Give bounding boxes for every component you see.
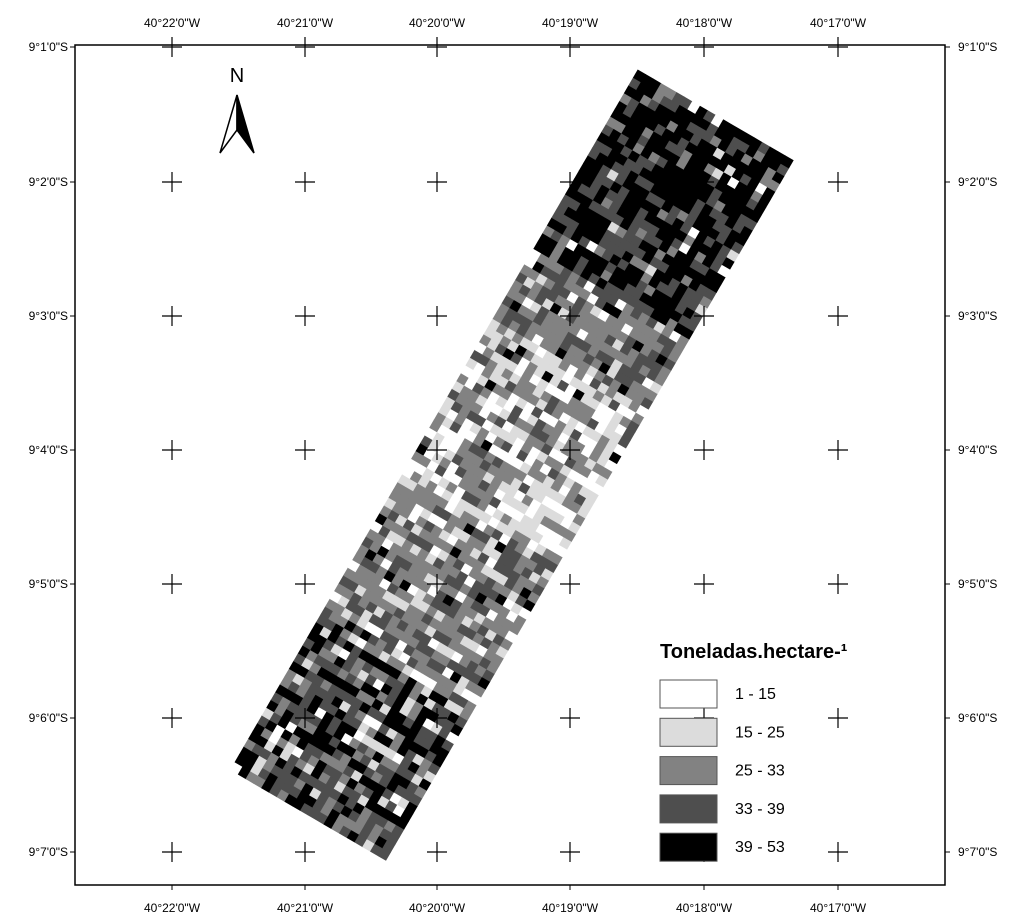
latitude-label-right: 9°4'0"S: [958, 443, 997, 457]
latitude-label-left: 9°3'0"S: [29, 309, 68, 323]
legend-label: 39 - 53: [735, 839, 785, 856]
legend-label: 33 - 39: [735, 801, 785, 818]
legend-label: 1 - 15: [735, 686, 776, 703]
legend-swatch: [660, 680, 717, 708]
latitude-label-left: 9°7'0"S: [29, 845, 68, 859]
latitude-label-right: 9°3'0"S: [958, 309, 997, 323]
longitude-label-bottom: 40°22'0"W: [144, 901, 201, 915]
longitude-label-top: 40°17'0"W: [810, 16, 867, 30]
longitude-label-top: 40°22'0"W: [144, 16, 201, 30]
longitude-label-bottom: 40°21'0"W: [277, 901, 334, 915]
latitude-label-left: 9°2'0"S: [29, 175, 68, 189]
longitude-label-bottom: 40°18'0"W: [676, 901, 733, 915]
longitude-label-top: 40°20'0"W: [409, 16, 466, 30]
legend-swatch: [660, 718, 717, 746]
latitude-label-left: 9°4'0"S: [29, 443, 68, 457]
latitude-label-left: 9°5'0"S: [29, 577, 68, 591]
latitude-label-right: 9°7'0"S: [958, 845, 997, 859]
longitude-label-bottom: 40°17'0"W: [810, 901, 867, 915]
latitude-label-right: 9°2'0"S: [958, 175, 997, 189]
legend-swatch: [660, 757, 717, 785]
latitude-label-right: 9°6'0"S: [958, 711, 997, 725]
longitude-label-bottom: 40°20'0"W: [409, 901, 466, 915]
legend-label: 15 - 25: [735, 724, 785, 741]
latitude-label-left: 9°1'0"S: [29, 40, 68, 54]
longitude-label-top: 40°19'0"W: [542, 16, 599, 30]
legend-label: 25 - 33: [735, 763, 785, 780]
latitude-label-right: 9°1'0"S: [958, 40, 997, 54]
longitude-label-top: 40°18'0"W: [676, 16, 733, 30]
map-page: 40°22'0"W 40°22'0"W 40°21'0"W 40°21'0"W 40°2…: [0, 0, 1013, 917]
north-label: N: [230, 65, 244, 87]
legend-title: Toneladas.hectare-¹: [660, 641, 848, 663]
legend-swatch: [660, 833, 717, 861]
longitude-label-top: 40°21'0"W: [277, 16, 334, 30]
latitude-label-left: 9°6'0"S: [29, 711, 68, 725]
latitude-label-right: 9°5'0"S: [958, 577, 997, 591]
longitude-label-bottom: 40°19'0"W: [542, 901, 599, 915]
legend-swatch: [660, 795, 717, 823]
